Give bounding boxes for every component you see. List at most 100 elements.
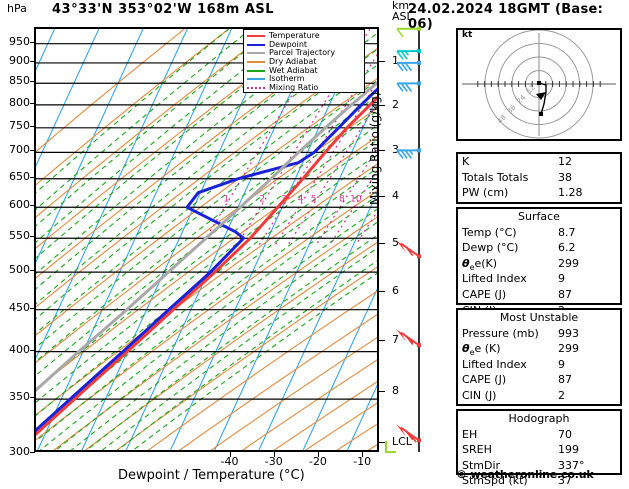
wind-barb-full: [406, 431, 414, 441]
wind-barb-full: [396, 82, 404, 92]
table-row-key: Pressure (mb): [462, 326, 539, 340]
pressure-tick: [30, 397, 35, 399]
table-row-key: SREH: [462, 443, 492, 457]
dry-adiabat-line: [36, 29, 229, 186]
table-row-value: 1.28: [558, 186, 583, 200]
table-row-key: Lifted Index: [462, 357, 527, 371]
table-row-value: 87: [558, 287, 572, 301]
mixing-ratio-label: 8: [339, 194, 345, 204]
mixing-ratio-label: 4: [298, 194, 304, 204]
hodograph-ring-label: 48: [496, 113, 508, 125]
pressure-tick: [30, 81, 35, 83]
mixing-ratio-axis-title: Mixing Ratio (g/kg): [368, 91, 382, 205]
altitude-axis-unit-line2: ASL: [392, 10, 413, 23]
copyright-notice: © weatheronline.co.uk: [456, 468, 594, 481]
pressure-tick: [30, 307, 35, 309]
table-row-key: Lifted Index: [462, 272, 527, 286]
dry-adiabat-line: [36, 190, 377, 441]
hodograph-ring-label: 12: [525, 83, 537, 95]
dry-adiabat-line: [84, 241, 377, 450]
wet-adiabat-line: [36, 29, 318, 259]
table-row: PW (cm) 1.28: [458, 185, 620, 201]
pressure-tick: [30, 60, 35, 62]
legend-swatch: [247, 35, 265, 38]
wet-adiabat-line: [39, 195, 377, 450]
altitude-tick-label: 7: [392, 333, 399, 347]
wind-barb-full: [404, 149, 413, 159]
table-row: StmDir 337°: [458, 458, 620, 474]
altitude-tick-label: 5: [392, 235, 399, 249]
mixing-ratio-line: [287, 102, 377, 246]
table-row-key: EH: [462, 427, 478, 441]
mixing-ratio-label: 15: [376, 194, 377, 204]
legend-item: Mixing Ratio: [247, 82, 361, 93]
lcl-tick: [379, 442, 385, 443]
table-row-value: 8.7: [558, 225, 576, 239]
wet-adiabat-line: [36, 29, 230, 194]
wind-barb: [396, 81, 421, 92]
wind-barb-full: [396, 149, 404, 159]
parcel-trajectory-curve: [36, 81, 377, 393]
isotherm-line: [36, 29, 144, 264]
altitude-tick: [379, 242, 385, 244]
temperature-tick: [273, 452, 275, 457]
wind-barb-full: [409, 433, 417, 443]
pressure-tick: [30, 236, 35, 238]
pressure-tick: [30, 270, 35, 272]
dry-adiabat-line: [210, 336, 377, 450]
wind-barb-full: [400, 62, 408, 72]
legend-label: Parcel Trajectory: [269, 48, 336, 58]
legend-label: Mixing Ratio: [269, 82, 319, 92]
wind-barb-shaft: [400, 426, 420, 442]
table-header: Surface: [518, 210, 560, 223]
legend-label: Isotherm: [269, 74, 305, 84]
wind-barb-point: [417, 148, 421, 153]
temperature-tick-label: -40: [220, 455, 239, 468]
legend-item: Wet Adiabat: [247, 66, 361, 75]
pressure-axis-unit: hPa: [7, 2, 27, 15]
indices-table: K 12 Totals Totals 38 PW (cm) 1.28: [456, 152, 622, 204]
altitude-tick: [379, 391, 385, 393]
table-row-value: 37: [558, 474, 572, 488]
wind-barb: [396, 60, 421, 72]
legend-item: Dewpoint: [247, 40, 361, 50]
lcl-label: LCL: [392, 435, 412, 448]
pressure-tick-label: 900: [9, 53, 30, 67]
wet-adiabat-line: [86, 234, 377, 450]
table-row-key: θee (K): [462, 342, 501, 358]
legend-label: Wet Adiabat: [269, 65, 318, 75]
pressure-tick-label: 350: [9, 390, 30, 404]
pressure-tick-label: 450: [9, 300, 30, 314]
table-row-key: CIN (J): [462, 388, 497, 402]
altitude-tick: [379, 149, 385, 151]
table-row-key: StmDir: [462, 458, 501, 472]
table-row: θee(K) 299: [458, 256, 620, 272]
hodograph-ring-label: 36: [506, 103, 518, 115]
wind-barb-point: [417, 438, 421, 443]
table-row-key: CAPE (J): [462, 287, 507, 301]
table-row: Totals Totals 38: [458, 170, 620, 186]
wet-adiabat-line: [36, 110, 377, 376]
table-row-value: 199: [558, 443, 579, 457]
mixing-ratio-line: [236, 29, 371, 246]
wet-adiabat-line: [36, 64, 377, 334]
isotherm-line: [81, 29, 277, 450]
table-row-value: 87: [558, 373, 572, 387]
legend-item: Dry Adiabat: [247, 58, 361, 67]
wind-barb-full: [396, 28, 404, 38]
mixing-ratio-label: 1: [223, 194, 229, 204]
legend-label: Temperature: [269, 31, 320, 41]
dry-adiabat-line: [53, 216, 377, 450]
table-row-value: 6.2: [558, 241, 576, 255]
wind-barb-flag: [396, 424, 406, 437]
pressure-tick-label: 600: [9, 198, 30, 212]
mixing-ratio-line: [258, 53, 377, 246]
table-row: CAPE (J) 87: [458, 287, 620, 303]
pressure-tick-label: 700: [9, 143, 30, 157]
altitude-tick: [379, 61, 385, 63]
most-unstable-table: Most Unstable Pressure (mb) 993 θee (K) 299 L…: [456, 308, 622, 406]
pressure-tick: [30, 150, 35, 152]
hodograph-point: [537, 81, 541, 85]
dry-adiabat-line: [116, 266, 377, 450]
wind-barb-column: [396, 26, 421, 452]
